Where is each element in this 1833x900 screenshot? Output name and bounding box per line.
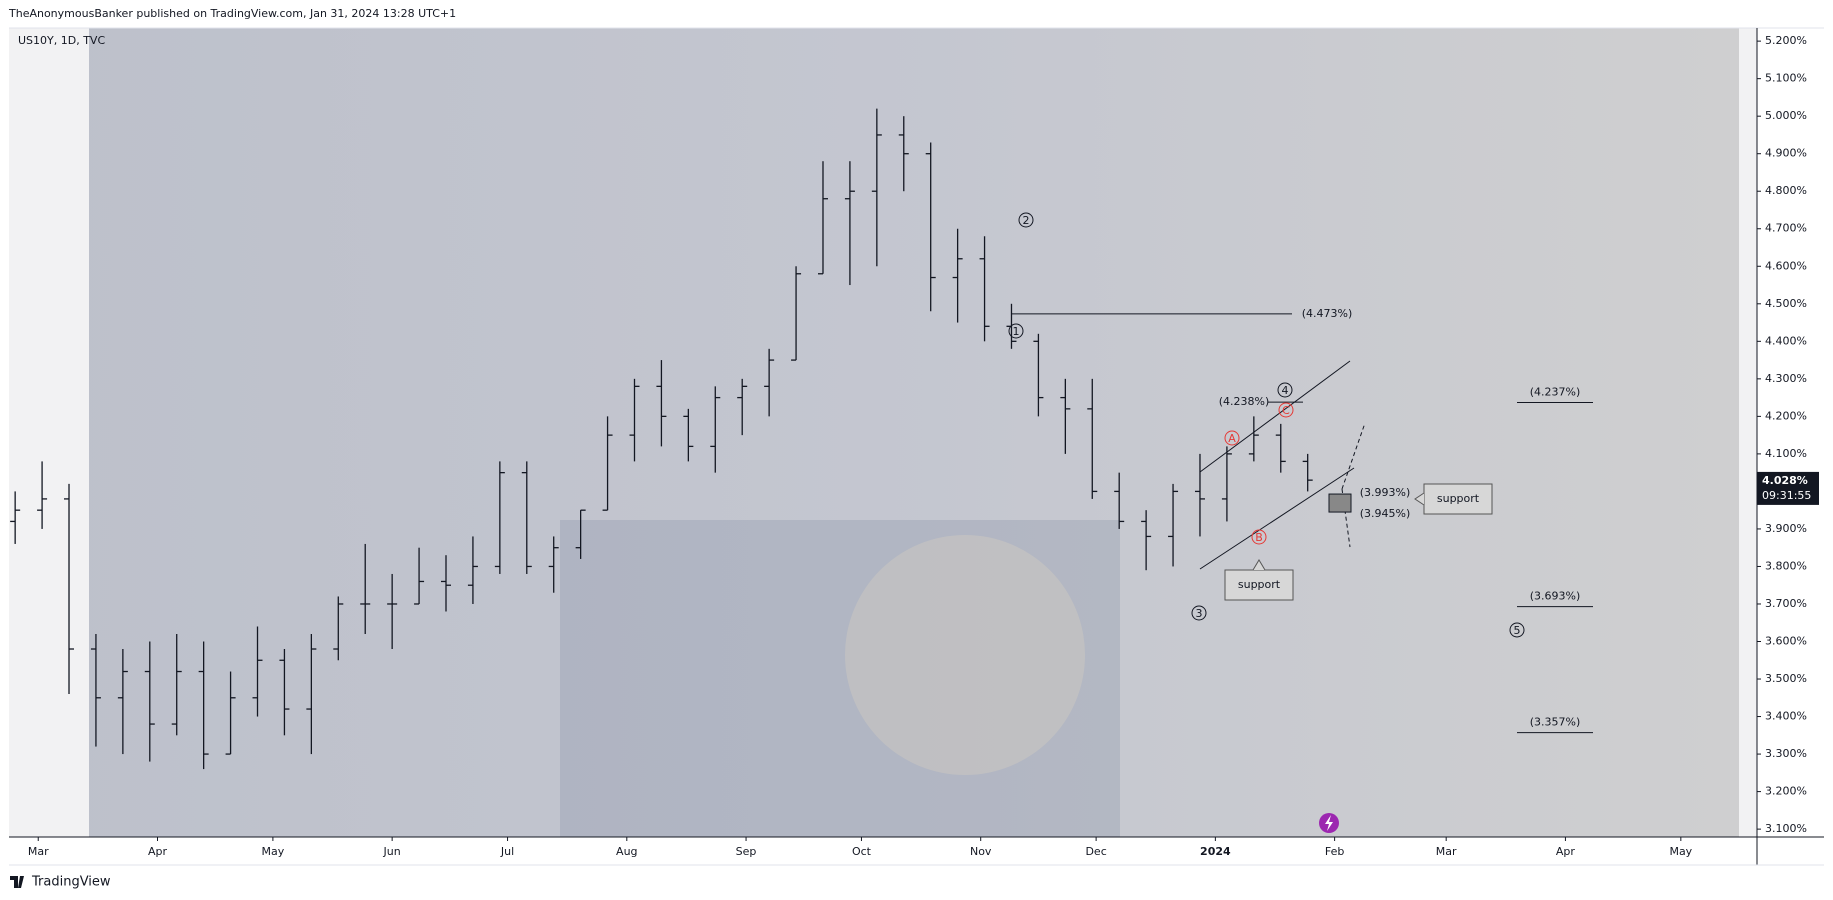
x-tick-label: Apr (1556, 845, 1576, 858)
wave-label: C (1282, 404, 1290, 417)
last-price: 4.028% (1762, 474, 1808, 487)
wave-circle (1251, 529, 1267, 545)
last-price-bg (1757, 471, 1819, 505)
channel-upper (1199, 360, 1351, 473)
countdown: 09:31:55 (1762, 489, 1811, 502)
y-tick-label: 4.100% (1765, 447, 1807, 460)
level-label: (3.945%) (1360, 507, 1411, 520)
x-tick-label: Nov (970, 845, 992, 858)
target-zone (1328, 493, 1352, 513)
wave-circle (1278, 402, 1294, 418)
y-tick-label: 3.800% (1765, 559, 1807, 572)
x-tick-label: 2024 (1200, 845, 1231, 858)
level-label: (4.237%) (1530, 385, 1581, 398)
wave-label: 1 (1013, 325, 1020, 338)
wave-label: B (1255, 531, 1263, 544)
wave-label: 5 (1514, 624, 1521, 637)
y-tick-label: 4.500% (1765, 297, 1807, 310)
level-label: (3.357%) (1530, 716, 1581, 729)
publisher: TheAnonymousBanker published on TradingV… (8, 7, 456, 20)
wave-circle (1509, 622, 1525, 638)
callout-text: support (1437, 492, 1480, 505)
brand-logo (10, 876, 24, 888)
callout-text: support (1238, 578, 1281, 591)
y-tick-label: 3.700% (1765, 597, 1807, 610)
level-label: (3.993%) (1360, 486, 1411, 499)
x-tick-label: Dec (1085, 845, 1106, 858)
wave-circle (1224, 430, 1240, 446)
wave-label: 2 (1023, 214, 1030, 227)
x-tick-label: Feb (1325, 845, 1344, 858)
x-tick-label: May (262, 845, 285, 858)
callout-pointer (1414, 492, 1425, 506)
callout-pointer (1252, 559, 1266, 571)
y-tick-label: 3.400% (1765, 710, 1807, 723)
x-tick-label: Oct (852, 845, 872, 858)
projection-up (1341, 422, 1366, 490)
y-tick-label: 5.000% (1765, 109, 1807, 122)
wave-circle (1008, 323, 1024, 339)
level-label: (3.693%) (1530, 590, 1581, 603)
seal (845, 535, 1085, 775)
y-tick-label: 3.500% (1765, 672, 1807, 685)
y-tick-label: 3.900% (1765, 522, 1807, 535)
brand: TradingView (31, 875, 111, 890)
y-tick-label: 4.200% (1765, 409, 1807, 422)
event-bolt (1325, 815, 1333, 831)
wave-label: 3 (1196, 607, 1203, 620)
x-tick-label: Mar (1436, 845, 1457, 858)
level-label: (4.238%) (1219, 395, 1270, 408)
y-tick-label: 4.800% (1765, 184, 1807, 197)
x-tick-label: Aug (616, 845, 637, 858)
y-tick-label: 3.200% (1765, 785, 1807, 798)
wave-circle (1191, 605, 1207, 621)
channel-lower (1199, 467, 1355, 570)
y-tick-label: 4.600% (1765, 259, 1807, 272)
wave-label: 4 (1282, 384, 1289, 397)
y-tick-label: 3.300% (1765, 747, 1807, 760)
x-tick-label: Sep (736, 845, 757, 858)
wave-circle (1277, 382, 1293, 398)
x-tick-label: Apr (148, 845, 168, 858)
wave-label: A (1228, 432, 1236, 445)
background-photo (89, 28, 1739, 837)
y-tick-label: 5.100% (1765, 72, 1807, 85)
x-tick-label: May (1669, 845, 1692, 858)
y-tick-label: 5.200% (1765, 34, 1807, 47)
y-tick-label: 3.100% (1765, 822, 1807, 835)
y-tick-label: 4.700% (1765, 222, 1807, 235)
x-tick-label: Mar (28, 845, 49, 858)
podium (560, 520, 1120, 837)
symbol-title: US10Y, 1D, TVC (18, 34, 105, 47)
x-tick-label: Jun (383, 845, 401, 858)
y-tick-label: 4.300% (1765, 372, 1807, 385)
wave-circle (1018, 212, 1034, 228)
callout-box (1224, 569, 1294, 601)
level-label: (4.473%) (1302, 307, 1353, 320)
x-tick-label: Jul (500, 845, 514, 858)
y-tick-label: 4.400% (1765, 334, 1807, 347)
price-bars (10, 108, 1313, 770)
y-tick-label: 4.900% (1765, 147, 1807, 160)
y-tick-label: 3.600% (1765, 635, 1807, 648)
